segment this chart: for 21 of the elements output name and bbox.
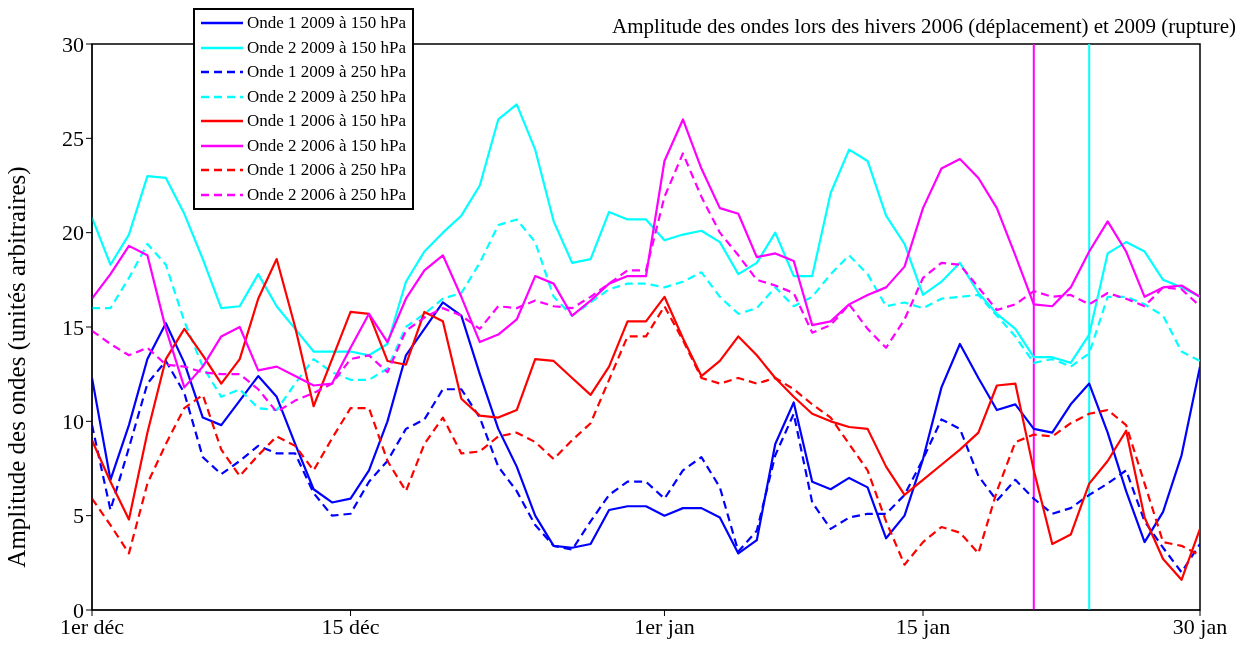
y-tick-label: 15 bbox=[62, 314, 84, 340]
x-tick-label: 1er jan bbox=[634, 613, 695, 639]
legend-label: Onde 1 2006 à 150 hPa bbox=[247, 111, 407, 132]
legend-label: Onde 2 2009 à 150 hPa bbox=[247, 37, 407, 58]
x-tick-label: 30 jan bbox=[1172, 613, 1228, 639]
line-series bbox=[92, 257, 1200, 581]
y-tick-label: 5 bbox=[73, 503, 84, 529]
x-tick-label: 15 jan bbox=[895, 613, 951, 639]
legend-label: Onde 2 2006 à 250 hPa bbox=[247, 184, 407, 205]
legend-label: Onde 1 2006 à 250 hPa bbox=[247, 160, 407, 181]
legend-label: Onde 2 2006 à 150 hPa bbox=[247, 135, 407, 156]
x-tick-label: 15 déc bbox=[321, 613, 380, 639]
legend-label: Onde 1 2009 à 250 hPa bbox=[247, 62, 407, 83]
y-tick-label: 10 bbox=[62, 409, 84, 435]
y-tick-label: 30 bbox=[62, 31, 84, 57]
y-tick-label: 25 bbox=[62, 126, 84, 152]
y-axis-title: Amplitude des ondes (unités arbitraires) bbox=[2, 166, 31, 568]
y-tick-label: 20 bbox=[62, 220, 84, 246]
legend-label: Onde 1 2009 à 150 hPa bbox=[247, 13, 407, 34]
chart-title: Amplitude des ondes lors des hivers 2006 (déplacement) et 2009 (rupture) bbox=[611, 14, 1236, 39]
legend-label: Onde 2 2009 à 250 hPa bbox=[247, 86, 407, 107]
